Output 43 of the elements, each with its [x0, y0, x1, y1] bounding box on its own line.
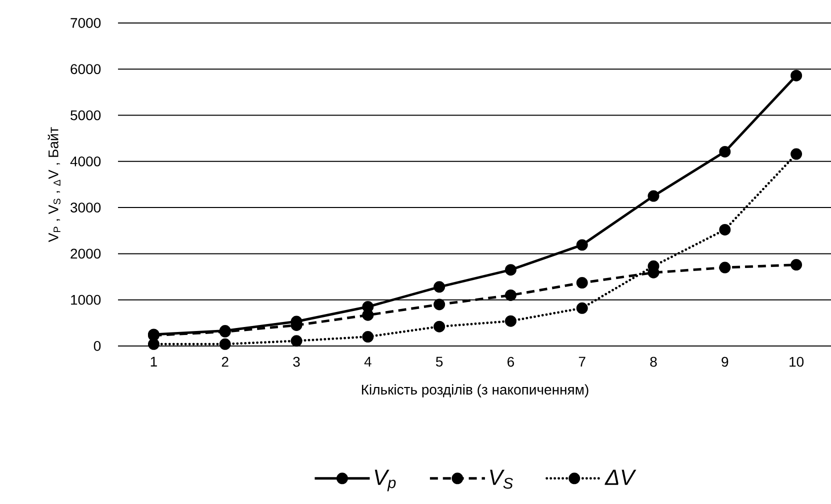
- x-tick-label: 8: [650, 356, 657, 367]
- point: [219, 338, 231, 350]
- point: [434, 298, 446, 310]
- x-tick-label: 2: [222, 356, 228, 367]
- point: [434, 281, 446, 293]
- y-tick-label: 6000: [70, 64, 101, 74]
- point: [504, 289, 516, 301]
- point: [504, 315, 516, 327]
- x-tick-label: 5: [436, 356, 443, 367]
- x-tick-label: 1: [150, 356, 157, 366]
- point: [576, 239, 588, 251]
- point: [504, 264, 516, 276]
- x-axis-title: Кількість розділів (з накопиченням): [362, 384, 588, 398]
- y-tick-label: 2000: [70, 248, 101, 259]
- point: [790, 259, 802, 271]
- point: [576, 302, 588, 314]
- y-tick-label: 3000: [70, 202, 101, 213]
- legend-label: ΔV: [604, 470, 636, 485]
- y-tick-label: 5000: [70, 110, 101, 120]
- point: [434, 320, 446, 332]
- point: [362, 331, 374, 343]
- x-tick-label: 3: [293, 356, 300, 367]
- point: [790, 70, 802, 82]
- y-tick-label: 1000: [71, 294, 101, 305]
- x-tick-label: 6: [508, 356, 514, 367]
- point: [648, 190, 660, 202]
- y-tick-label: 7000: [70, 18, 101, 28]
- point: [790, 148, 802, 160]
- point: [719, 224, 731, 236]
- point: [719, 146, 731, 158]
- y-axis-title: V$_{P}$ , V$_{S}$ , $_{Δ}$V , Байт: [48, 127, 60, 242]
- y-tick-label: 4000: [70, 156, 101, 166]
- point: [719, 262, 731, 274]
- x-tick-label: 7: [578, 356, 586, 366]
- x-tick-label: 10: [790, 356, 804, 367]
- point: [148, 338, 160, 350]
- x-tick-label: 9: [722, 356, 728, 367]
- point: [290, 335, 302, 347]
- legend-label: V$_{p}$: [374, 470, 396, 492]
- point: [576, 277, 588, 289]
- y-tick-label: 0: [94, 341, 101, 351]
- legend-label: V$_{S}$: [490, 470, 513, 489]
- x-tick-label: 4: [364, 356, 372, 366]
